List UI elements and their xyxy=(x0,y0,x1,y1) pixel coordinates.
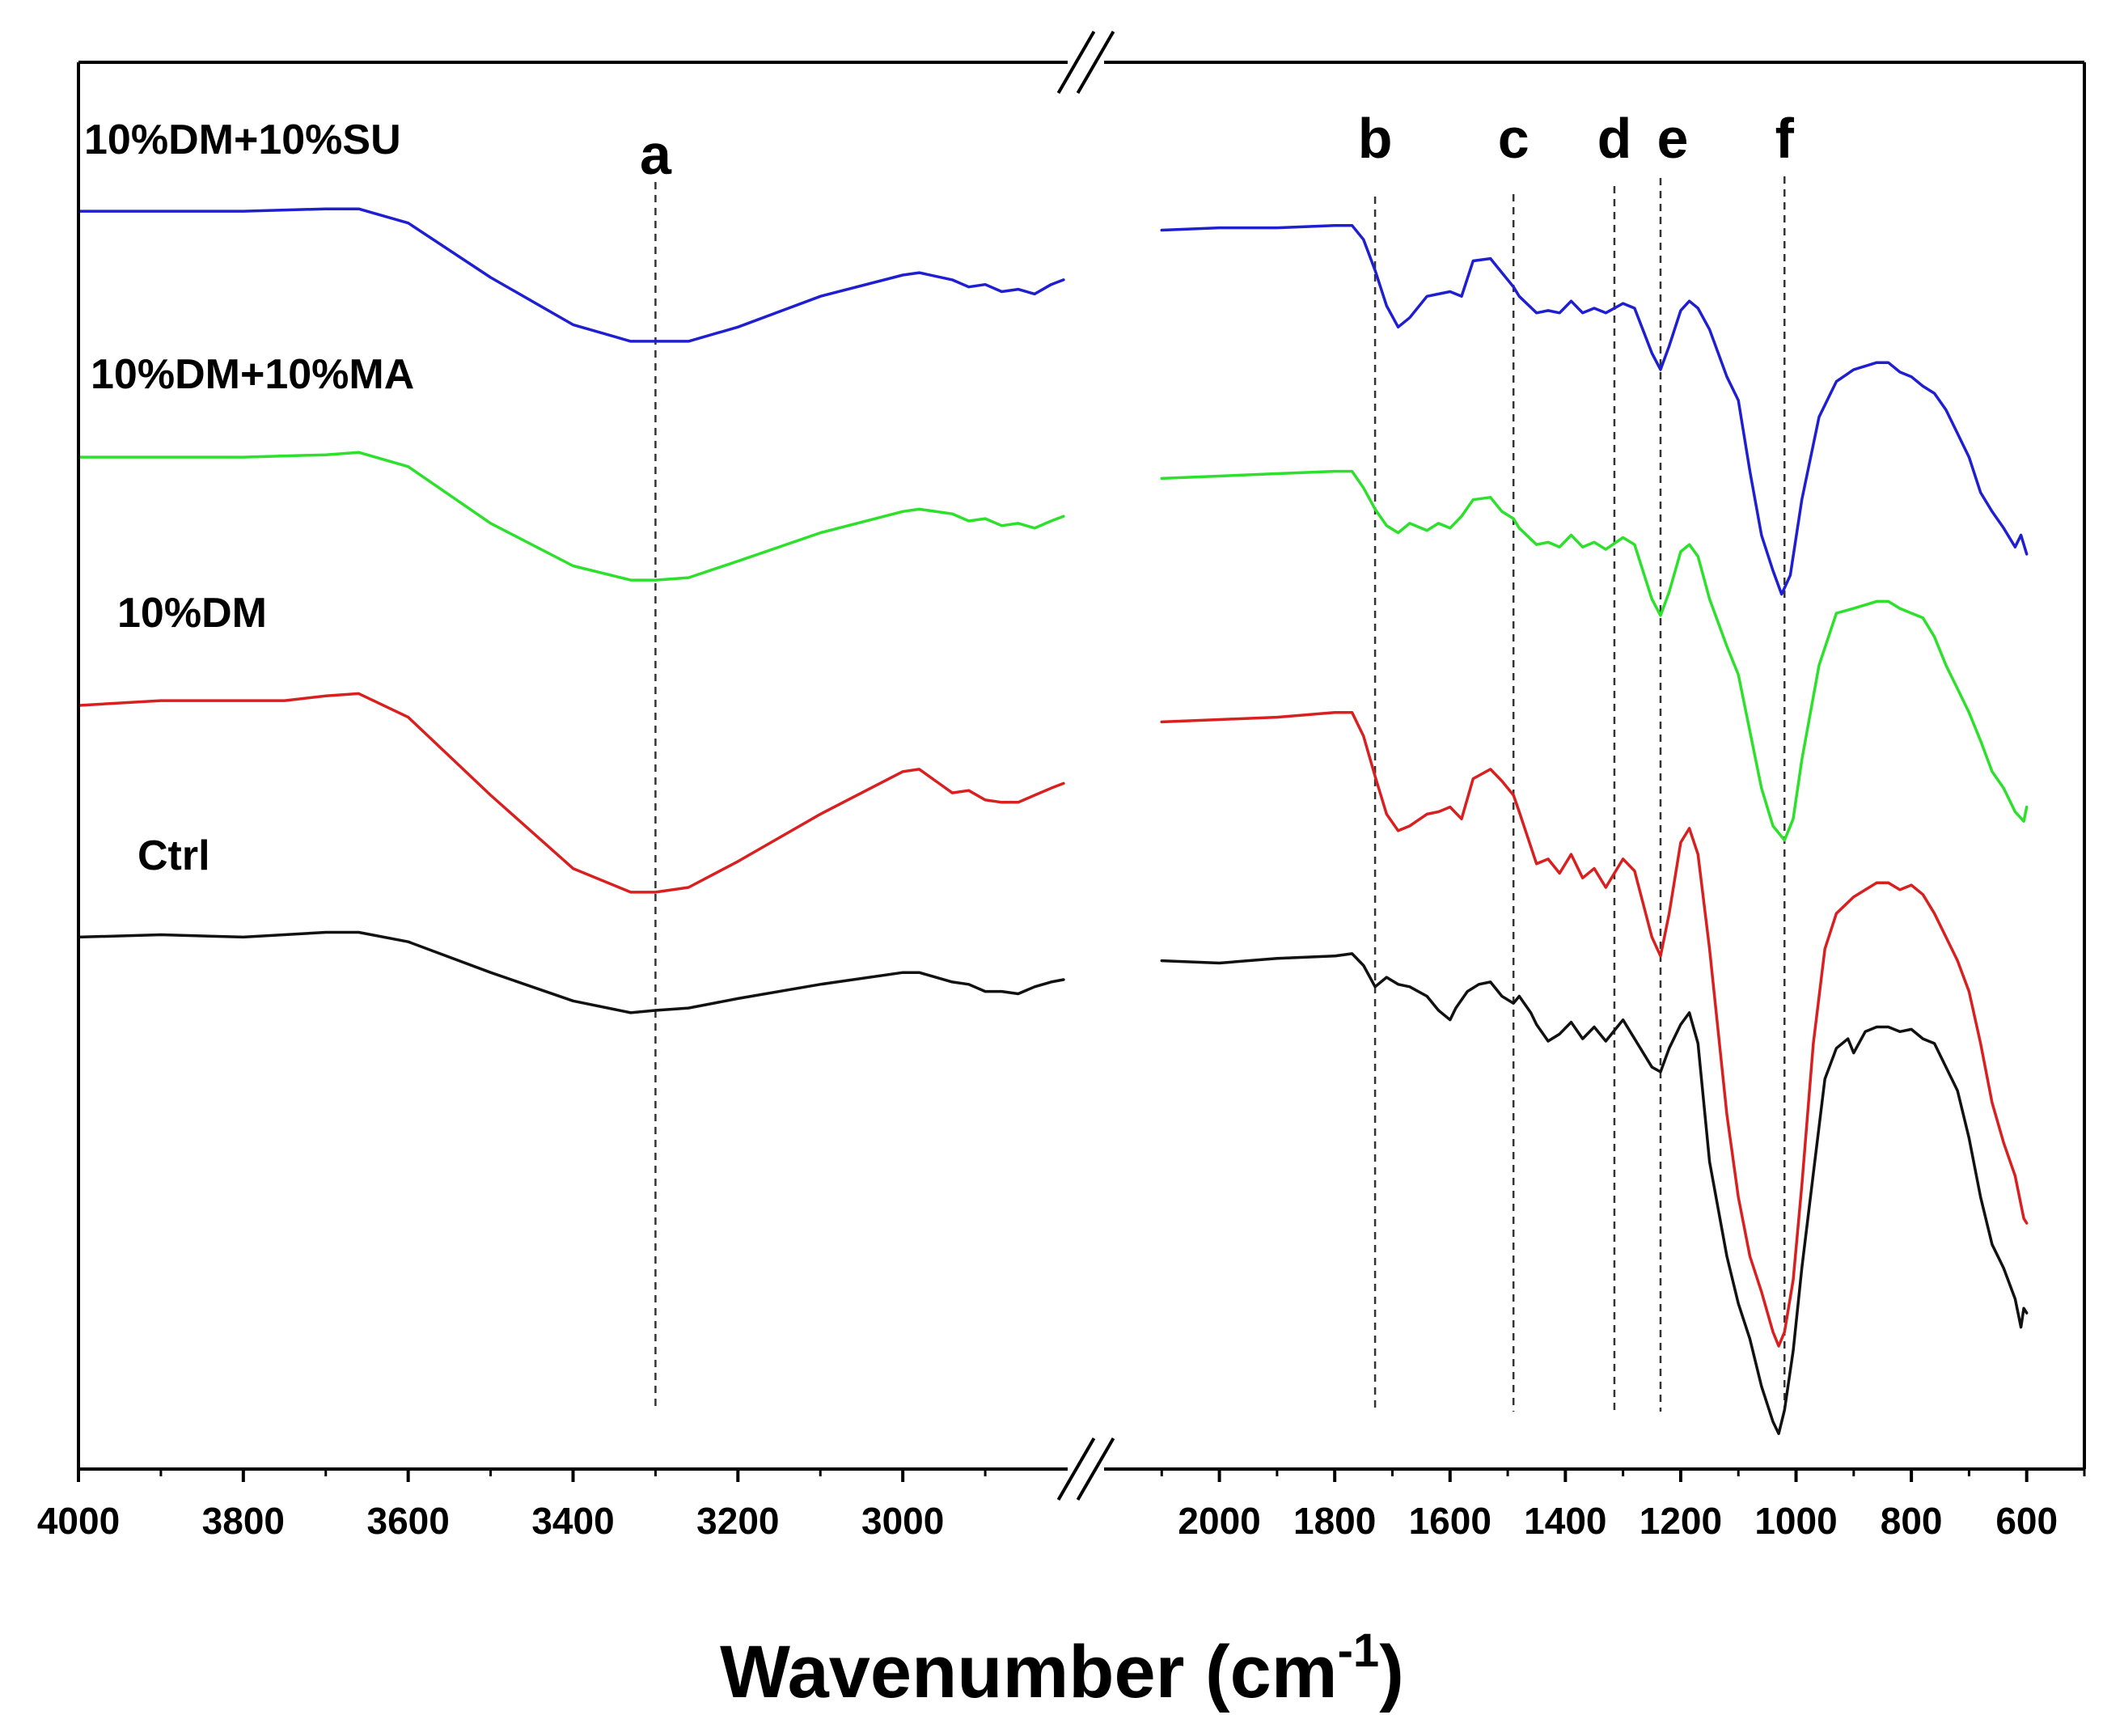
series-label: Ctrl xyxy=(138,832,210,879)
x-axis-ticks: 4000 3800 3600 3400 3200 3000 2000 1800 1600 1400… xyxy=(37,1469,2086,1542)
x-tick-label: 2000 xyxy=(1178,1500,1260,1542)
plot-frame xyxy=(77,30,2086,1501)
x-tick-label: 800 xyxy=(1881,1500,1943,1542)
axis-break-mark xyxy=(1056,1437,1096,1501)
marker-label-e: e xyxy=(1657,107,1689,170)
series-layer xyxy=(78,207,2029,1435)
marker-label-f: f xyxy=(1775,107,1795,170)
x-tick-label: 3600 xyxy=(366,1500,449,1542)
x-tick-label: 3200 xyxy=(696,1500,779,1542)
x-tick-label: 1200 xyxy=(1640,1500,1722,1542)
series-label: 10%DM xyxy=(117,590,267,637)
x-tick-label: 1000 xyxy=(1754,1500,1837,1542)
axis-break-mark xyxy=(1056,30,1096,95)
axis-break-mark xyxy=(1076,30,1115,95)
marker-label-c: c xyxy=(1498,107,1530,170)
x-tick-label: 1800 xyxy=(1293,1500,1376,1542)
x-tick-label: 3800 xyxy=(202,1500,285,1542)
x-tick-label: 1600 xyxy=(1409,1500,1491,1542)
series-line-ctrl-right xyxy=(1160,952,2029,1435)
axis-break-mark xyxy=(1076,1437,1115,1501)
x-tick-label: 600 xyxy=(1995,1500,2058,1542)
guide-lines-layer xyxy=(654,176,1786,1412)
series-line-10-dm-right xyxy=(1160,710,2029,1348)
x-tick-label: 4000 xyxy=(37,1500,120,1542)
x-tick-label: 3400 xyxy=(531,1500,614,1542)
series-line-10-dm-10-su-left xyxy=(78,207,1065,343)
x-tick-label: 1400 xyxy=(1524,1500,1606,1542)
marker-label-b: b xyxy=(1358,107,1393,170)
series-line-10-dm-10-ma-right xyxy=(1160,469,2029,842)
series-line-ctrl-left xyxy=(78,930,1065,1014)
series-line-10-dm-left xyxy=(78,692,1065,894)
marker-label-d: d xyxy=(1597,107,1632,170)
labels-layer: a b c d e f 10%DM+10%SU 10%DM+10%MA 10%DM Ctrl xyxy=(84,107,1795,879)
series-label: 10%DM+10%SU xyxy=(84,116,401,163)
marker-label-a: a xyxy=(640,123,672,186)
x-axis-title: Wavenumber (cm-1) xyxy=(720,1624,1404,1713)
series-label: 10%DM+10%MA xyxy=(91,351,414,398)
x-tick-label: 3000 xyxy=(861,1500,944,1542)
series-line-10-dm-10-su-right xyxy=(1160,223,2029,596)
series-line-10-dm-10-ma-left xyxy=(78,451,1065,582)
